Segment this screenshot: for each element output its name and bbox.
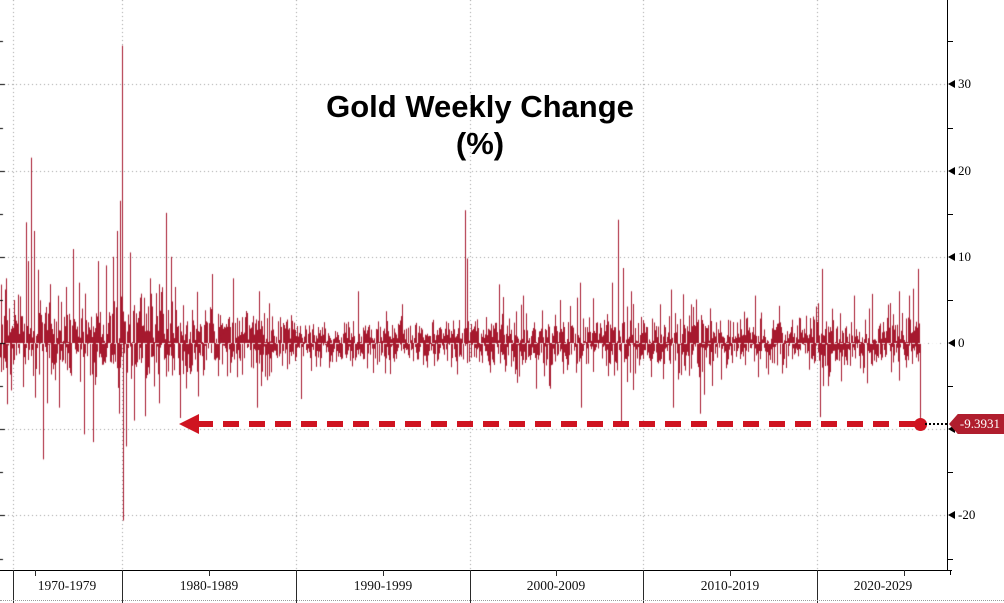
mid-decade-tick (730, 570, 731, 576)
mid-decade-tick (904, 570, 905, 576)
x-decade-label: 1970-1979 (37, 578, 97, 593)
mid-decade-tick (556, 570, 557, 576)
y-minor-tick (947, 41, 953, 42)
y-tick-label: 10 (958, 249, 971, 264)
mid-decade-tick (383, 570, 384, 576)
y-tick-label: 20 (958, 163, 971, 178)
mid-decade-tick (35, 570, 36, 576)
y-minor-tick (947, 472, 953, 473)
arrow-dashed-line (197, 421, 916, 427)
y-tick-label: -20 (958, 507, 976, 522)
decade-separator (122, 570, 123, 603)
y-tick-label: 0 (958, 335, 965, 350)
bottom-x-axis-line (0, 570, 952, 571)
chart-title: Gold Weekly Change (%) (230, 88, 730, 162)
y-minor-tick (947, 559, 953, 560)
mid-decade-tick (209, 570, 210, 576)
arrow-left-head-icon (179, 414, 199, 434)
chart-title-line1: Gold Weekly Change (326, 89, 634, 124)
y-minor-tick (947, 386, 953, 387)
x-decade-label: 1990-1999 (353, 578, 413, 593)
y-major-tick-arrow-icon (948, 511, 955, 519)
y-major-tick-arrow-icon (948, 167, 955, 175)
y-tick-label: 30 (958, 76, 971, 91)
y-minor-tick (947, 214, 953, 215)
decade-separator (817, 570, 818, 603)
label-strip-bottom-border (0, 600, 1004, 601)
weekly-change-bars-canvas[interactable] (0, 0, 947, 570)
last-value-text: -9.3931 (959, 416, 1000, 431)
x-decade-label: 1980-1989 (179, 578, 239, 593)
right-y-axis-line (947, 0, 948, 570)
x-decade-label: 2000-2009 (526, 578, 586, 593)
y-major-tick-arrow-icon (948, 425, 955, 433)
decade-separator (470, 570, 471, 603)
y-minor-tick (947, 128, 953, 129)
y-major-tick-arrow-icon (948, 253, 955, 261)
y-major-tick-arrow-icon (948, 339, 955, 347)
axis-connector-dotted-line (925, 423, 947, 425)
x-axis-end-tick (950, 570, 951, 575)
last-value-dot (914, 418, 927, 431)
x-decade-label: 2020-2029 (853, 578, 913, 593)
y-minor-tick (947, 300, 953, 301)
decade-separator (643, 570, 644, 603)
decade-separator (13, 570, 14, 603)
chart-title-line2: (%) (455, 126, 505, 161)
x-decade-label: 2010-2019 (700, 578, 760, 593)
y-major-tick-arrow-icon (948, 80, 955, 88)
decade-separator (296, 570, 297, 603)
last-value-axis-flag: -9.3931 (949, 414, 1004, 434)
